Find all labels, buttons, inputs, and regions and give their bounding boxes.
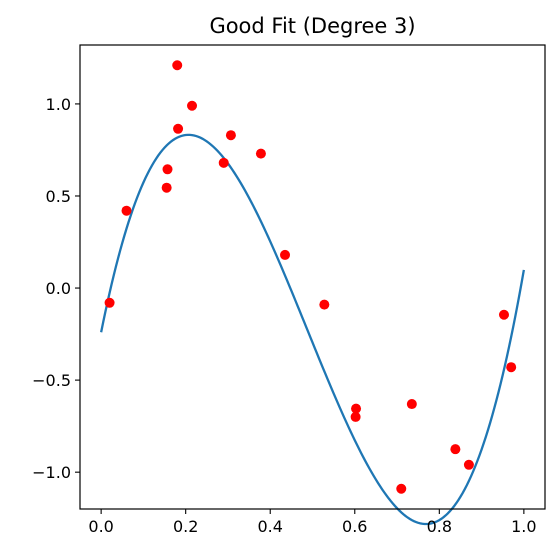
plot-area [100,60,525,526]
y-tick-label: 0.5 [46,187,71,206]
data-point [104,297,115,308]
data-point [280,249,291,260]
data-point [396,483,407,494]
data-point [218,157,229,168]
data-point [173,123,184,134]
data-point [506,362,517,373]
data-point [121,205,132,216]
data-point [406,399,417,410]
x-axis: 0.0 0.2 0.4 0.6 0.8 1.0 [88,509,537,536]
y-axis: −1.0 −0.5 0.0 0.5 1.0 [32,95,80,482]
data-point [225,130,236,141]
data-point [162,164,173,175]
y-tick-label: 0.0 [46,279,71,298]
data-point [319,299,330,310]
fit-curve [100,133,525,526]
x-tick-label: 1.0 [511,517,536,536]
data-point [172,60,183,71]
data-point [187,100,198,111]
chart-title: Good Fit (Degree 3) [209,14,415,38]
data-point [161,182,172,193]
x-tick-label: 0.2 [173,517,198,536]
x-tick-label: 0.8 [427,517,452,536]
plot-frame [79,44,546,510]
y-tick-label: −1.0 [32,463,71,482]
data-point [463,459,474,470]
x-tick-label: 0.6 [342,517,367,536]
data-point [255,148,266,159]
data-point [498,309,509,320]
data-point [351,403,362,414]
y-tick-label: −0.5 [32,371,71,390]
x-tick-label: 0.0 [88,517,113,536]
data-point [450,444,461,455]
data-point [350,411,361,422]
x-tick-label: 0.4 [258,517,283,536]
y-tick-label: 1.0 [46,95,71,114]
